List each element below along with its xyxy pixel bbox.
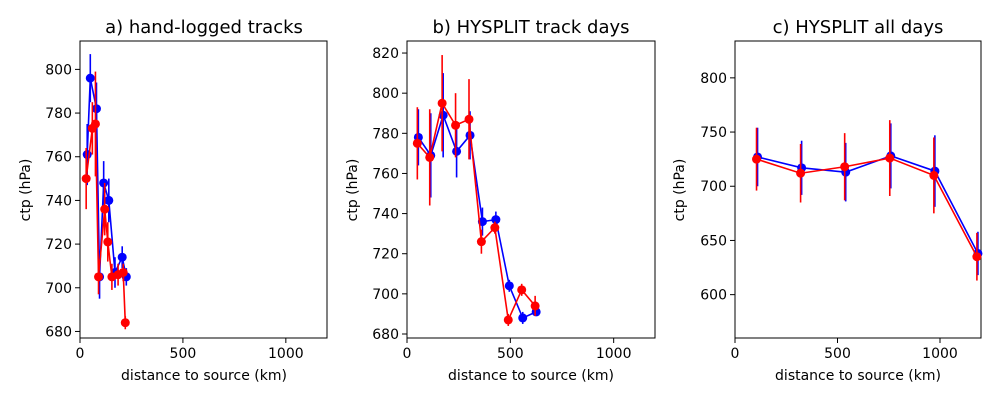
panel-c-xtick-label: 500 xyxy=(824,346,851,362)
panel-c-red-point xyxy=(840,162,849,171)
panel-a-frame xyxy=(80,41,327,338)
panel-b-ytick-label: 740 xyxy=(372,207,399,223)
panel-a-ytick-label: 740 xyxy=(45,193,72,209)
panel-b-ytick-label: 720 xyxy=(372,247,399,263)
panel-c-red-point xyxy=(972,252,981,261)
panel-b: b) HYSPLIT track days distance to source… xyxy=(345,17,655,384)
panel-b-red-point xyxy=(425,153,434,162)
panel-a-ytick-label: 700 xyxy=(45,281,72,297)
panel-a-red-point xyxy=(103,237,112,246)
panel-c-ytick-label: 800 xyxy=(700,71,727,87)
panel-c-ylabel: ctp (hPa) xyxy=(672,159,688,222)
panel-a-blue-point xyxy=(118,253,127,262)
panel-b-red-point xyxy=(451,121,460,130)
panel-a-xlabel: distance to source (km) xyxy=(121,368,287,384)
panel-b-xtick-label: 0 xyxy=(403,346,412,362)
panel-b-ytick-label: 780 xyxy=(372,126,399,142)
panel-c-ytick-label: 750 xyxy=(700,125,727,141)
panel-a-red-point xyxy=(94,272,103,281)
panel-a-ytick-label: 680 xyxy=(45,324,72,340)
panel-b-xtick-label: 1000 xyxy=(596,346,632,362)
panel-a-blue-point xyxy=(83,150,92,159)
panel-b-ytick-label: 700 xyxy=(372,287,399,303)
panel-a-title: a) hand-logged tracks xyxy=(105,17,303,38)
panel-b-blue-point xyxy=(452,147,461,156)
panel-a-xtick-label: 500 xyxy=(170,346,197,362)
panel-c-series-blue xyxy=(753,123,982,275)
panel-a-ytick-label: 780 xyxy=(45,106,72,122)
panel-b-red-point xyxy=(517,285,526,294)
panel-b-xlabel: distance to source (km) xyxy=(448,368,614,384)
panel-a-blue-point xyxy=(99,178,108,187)
panel-c-series-red xyxy=(752,120,981,280)
panel-c-red-point xyxy=(929,171,938,180)
panel-b-ylabel: ctp (hPa) xyxy=(345,159,361,222)
panel-c-xtick-label: 1000 xyxy=(922,346,958,362)
panel-a-ytick-label: 800 xyxy=(45,62,72,78)
panel-c-red-line xyxy=(757,158,977,257)
panel-b-red-point xyxy=(477,237,486,246)
panel-a-ytick-label: 760 xyxy=(45,150,72,166)
panel-b-red-line xyxy=(417,103,535,320)
panel-c-red-point xyxy=(796,169,805,178)
panel-a-red-point xyxy=(100,205,109,214)
panel-b-ytick-label: 680 xyxy=(372,327,399,343)
panel-b-blue-point xyxy=(491,215,500,224)
figure: a) hand-logged tracks distance to source… xyxy=(0,0,1000,400)
panel-c-ytick-label: 600 xyxy=(700,288,727,304)
panel-b-ytick-label: 800 xyxy=(372,86,399,102)
panel-b-series-red xyxy=(413,55,540,326)
panel-a-red-point xyxy=(82,174,91,183)
panel-b-red-point xyxy=(531,301,540,310)
panel-a-blue-point xyxy=(104,196,113,205)
panel-c-xtick-label: 0 xyxy=(731,346,740,362)
panel-b-red-point xyxy=(438,99,447,108)
panel-b-frame xyxy=(407,41,655,338)
panel-c-ytick-label: 650 xyxy=(700,233,727,249)
panel-b-red-point xyxy=(490,223,499,232)
panel-b-blue-point xyxy=(518,313,527,322)
panel-b-red-point xyxy=(504,315,513,324)
panel-c-xlabel: distance to source (km) xyxy=(775,368,941,384)
panel-a-xtick-label: 1000 xyxy=(268,346,304,362)
panel-a-red-point xyxy=(121,318,130,327)
panel-c: c) HYSPLIT all days distance to source (… xyxy=(672,17,982,384)
panel-b-ytick-label: 820 xyxy=(372,46,399,62)
panel-c-red-point xyxy=(885,154,894,163)
panel-b-ytick-label: 760 xyxy=(372,166,399,182)
panel-a-ylabel: ctp (hPa) xyxy=(18,159,34,222)
panel-a-blue-point xyxy=(86,74,95,83)
panel-b-red-point xyxy=(413,139,422,148)
panel-b-red-point xyxy=(465,115,474,124)
panel-b-title: b) HYSPLIT track days xyxy=(432,17,629,38)
panel-c-title: c) HYSPLIT all days xyxy=(773,17,944,38)
panel-a: a) hand-logged tracks distance to source… xyxy=(18,17,327,384)
panel-a-blue-point xyxy=(92,104,101,113)
panel-c-red-point xyxy=(752,155,761,164)
panel-b-xtick-label: 500 xyxy=(497,346,524,362)
panel-a-xtick-label: 0 xyxy=(76,346,85,362)
panel-a-red-point xyxy=(119,268,128,277)
panel-b-blue-point xyxy=(505,281,514,290)
panel-a-red-point xyxy=(91,119,100,128)
panel-a-ytick-label: 720 xyxy=(45,237,72,253)
panel-c-ytick-label: 700 xyxy=(700,179,727,195)
